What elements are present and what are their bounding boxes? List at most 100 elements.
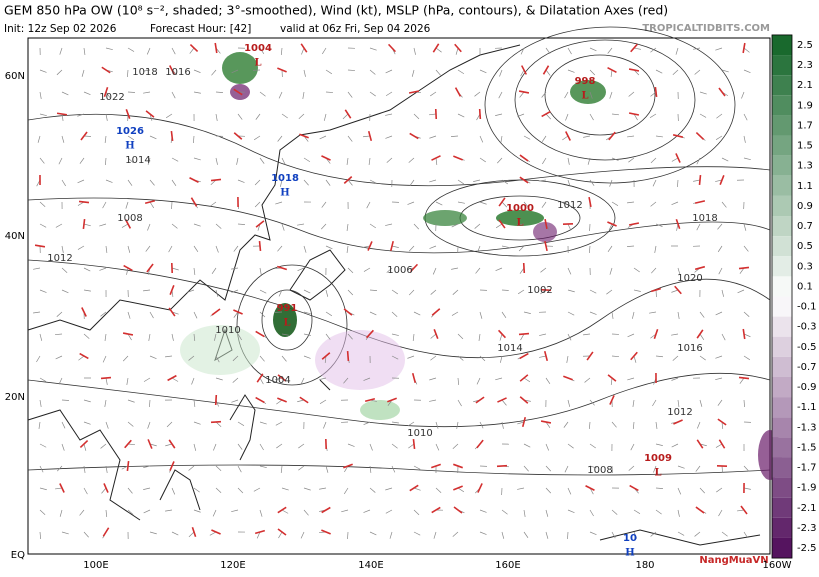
center-pressure: 998 <box>575 76 596 87</box>
center-symbol: H <box>280 188 289 199</box>
colorbar-cell <box>772 216 792 236</box>
colorbar-label: -2.1 <box>797 503 817 514</box>
colorbar-cell <box>772 176 792 196</box>
colorbar-label: -0.5 <box>797 342 817 353</box>
dilatation-axis <box>497 466 507 467</box>
colorbar-cell <box>772 136 792 156</box>
colorbar-cell <box>772 75 792 95</box>
center-pressure: 1004 <box>244 43 272 54</box>
colorbar-cell <box>772 417 792 437</box>
colorbar-cell <box>772 156 792 176</box>
colorbar-label: -0.7 <box>797 362 817 373</box>
colorbar-label: 1.7 <box>797 120 813 131</box>
dilatation-axis <box>216 395 217 405</box>
colorbar-cell <box>772 357 792 377</box>
colorbar-cell <box>772 478 792 498</box>
isobar-label: 1002 <box>527 285 552 296</box>
colorbar-label: 2.5 <box>797 40 813 51</box>
dilatation-axis <box>413 439 414 449</box>
lon-label: 120E <box>220 560 245 571</box>
center-pressure: 10 <box>623 533 637 544</box>
lat-label: 20N <box>5 392 25 403</box>
dilatation-axis <box>260 241 261 251</box>
center-pressure: 1026 <box>116 126 144 137</box>
lon-label: 160E <box>495 560 520 571</box>
colorbar-label: 0.1 <box>797 281 813 292</box>
watermark: NangMuaVN <box>699 555 768 566</box>
valid-time: valid at 06z Fri, Sep 04 2026 <box>280 23 431 35</box>
center-symbol: L <box>654 468 661 479</box>
center-symbol: L <box>516 218 523 229</box>
lon-label: 100E <box>83 560 108 571</box>
colorbar-cell <box>772 55 792 75</box>
lat-label: 40N <box>5 231 25 242</box>
colorbar-label: 1.1 <box>797 181 813 192</box>
center-pressure: 1000 <box>506 203 534 214</box>
colorbar-cell <box>772 276 792 296</box>
colorbar-label: -1.1 <box>797 402 817 413</box>
dilatation-axis <box>524 263 525 273</box>
colorbar-label: 2.1 <box>797 80 813 91</box>
isobar-label: 1018 <box>692 213 717 224</box>
site: TROPICALTIDBITS.COM <box>642 23 770 34</box>
isobar-label: 1014 <box>125 155 150 166</box>
colorbar-label: -2.3 <box>797 523 817 534</box>
colorbar-cell <box>772 256 792 276</box>
lat-label: 60N <box>5 71 25 82</box>
colorbar-cell <box>772 397 792 417</box>
dilatation-axis <box>739 377 749 378</box>
colorbar-label: -2.5 <box>797 543 817 554</box>
colorbar-cell <box>772 317 792 337</box>
colorbar-label: -1.3 <box>797 422 817 433</box>
center-symbol: H <box>625 548 634 559</box>
isobar-label: 1016 <box>677 343 702 354</box>
lon-label: 140E <box>358 560 383 571</box>
center-symbol: L <box>581 91 588 102</box>
isobar-label: 1006 <box>387 265 412 276</box>
colorbar-cell <box>772 377 792 397</box>
title: GEM 850 hPa OW (10⁸ s⁻², shaded; 3°-smoo… <box>4 3 668 18</box>
isobar-label: 1010 <box>407 428 432 439</box>
center-pressure: 991 <box>277 303 298 314</box>
isobar-label: 1022 <box>99 92 124 103</box>
lon-label: 160W <box>763 560 792 571</box>
colorbar-label: -0.9 <box>797 382 817 393</box>
isobar-label: 1008 <box>587 465 612 476</box>
colorbar-label: 1.3 <box>797 161 813 172</box>
dilatation-axis <box>480 109 481 119</box>
colorbar-label: 2.3 <box>797 60 813 71</box>
lat-label: EQ <box>11 550 25 561</box>
colorbar-cell <box>772 337 792 357</box>
center-symbol: L <box>283 318 290 329</box>
isobar-label: 1012 <box>47 253 72 264</box>
isobar-label: 1004 <box>265 375 290 386</box>
isobar-label: 1008 <box>117 213 142 224</box>
dilatation-axis <box>348 351 349 361</box>
lon-label: 180 <box>635 560 654 571</box>
colorbar-label: -0.1 <box>797 302 817 313</box>
colorbar-label: -0.3 <box>797 322 817 333</box>
center-pressure: 1009 <box>644 453 672 464</box>
colorbar-cell <box>772 236 792 256</box>
colorbar-cell <box>772 538 792 558</box>
colorbar-label: 1.5 <box>797 141 813 152</box>
center-pressure: 1018 <box>271 173 299 184</box>
isobar-label: 1020 <box>677 273 702 284</box>
colorbar-label: -1.5 <box>797 442 817 453</box>
init: Init: 12z Sep 02 2026 <box>4 23 117 35</box>
map: 1004L998L1026H1018H1000L991L1009L10H1018… <box>28 27 782 559</box>
colorbar-label: -1.7 <box>797 463 817 474</box>
isobar-label: 1014 <box>497 343 522 354</box>
colorbar-label: 0.9 <box>797 201 813 212</box>
isobar-label: 1016 <box>165 67 190 78</box>
colorbar-cell <box>772 498 792 518</box>
center-symbol: H <box>125 141 134 152</box>
isobar-label: 1012 <box>557 200 582 211</box>
colorbar-cell <box>772 115 792 135</box>
colorbar-label: 1.9 <box>797 100 813 111</box>
colorbar-cell <box>772 518 792 538</box>
colorbar-label: 0.7 <box>797 221 813 232</box>
isobar-label: 1018 <box>132 67 157 78</box>
isobar-label: 1012 <box>667 407 692 418</box>
